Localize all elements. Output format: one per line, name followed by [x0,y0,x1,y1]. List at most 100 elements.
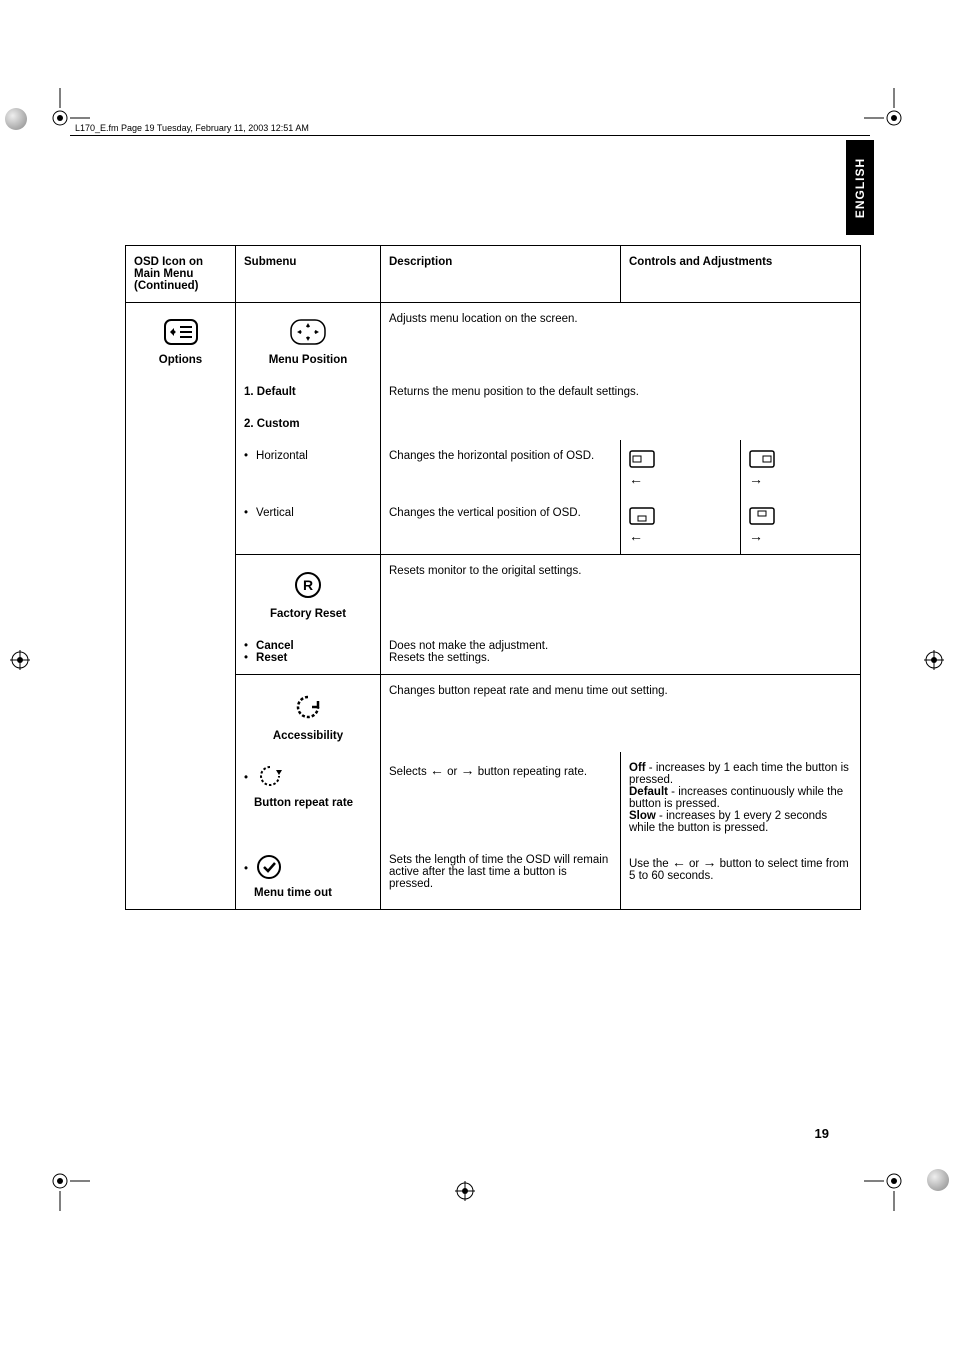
cell-menu-timeout-ctl: Use the ← or → button to select time fro… [621,844,861,910]
table-header-row: OSD Icon on Main Menu (Continued) Submen… [126,246,861,303]
cancel-desc: Does not make the adjustment. [389,640,852,652]
language-tab: ENGLISH [846,140,874,235]
cell-accessibility-sub: Accessibility [236,675,381,753]
menu-timeout-label: Menu time out [244,887,372,899]
row-menu-position: Options Menu Position Adjusts menu locat… [126,303,861,377]
menu-position-icon [244,319,372,348]
osd-horiz-left-icon [629,450,732,471]
osd-vert-bottom-icon [629,507,732,528]
cell-menu-position-sub: Menu Position [236,303,381,377]
cell-options-tail [126,844,236,910]
options-icon [134,319,227,348]
br-desc-mid: or [444,766,461,778]
br-desc-suffix: button repeating rate. [475,766,588,778]
cell-vertical-desc: Changes the vertical position of OSD. [381,497,621,555]
cell-menu-timeout-desc: Sets the length of time the OSD will rem… [381,844,621,910]
th-main: OSD Icon on Main Menu (Continued) [126,246,236,303]
header-underline [70,135,870,136]
row-vertical: •Vertical Changes the vertical position … [126,497,861,555]
row-factory-reset: R Factory Reset Resets monitor to the or… [126,555,861,631]
binder-hole-tl [5,108,27,130]
br-desc-prefix: Selects [389,766,430,778]
row-horizontal: •Horizontal Changes the horizontal posit… [126,440,861,497]
crop-mark-mr [914,640,954,680]
crop-mark-tl [30,88,90,148]
arrow-right-icon: → [749,528,852,544]
cell-factory-reset-desc: Resets monitor to the origital settings. [381,555,861,631]
row-cancel-reset: •Cancel •Reset Does not make the adjustm… [126,630,861,675]
reset-label: Reset [256,652,287,664]
row-custom: 2. Custom [126,408,861,440]
crop-mark-tr [864,88,924,148]
osd-horiz-right-icon [749,450,852,471]
cell-horiz-left: ← [621,440,741,497]
cell-horiz-right: → [741,440,861,497]
arrow-right-icon: → [461,762,475,778]
cell-options: Options [126,303,236,845]
cell-accessibility-desc: Changes button repeat rate and menu time… [381,675,861,753]
ctl-off-t: - increases by 1 each time the button is… [629,762,849,786]
cell-menu-position-desc: Adjusts menu location on the screen. [381,303,861,377]
ctl-slow-b: Slow [629,810,656,822]
reset-desc: Resets the settings. [389,652,852,664]
print-header: L170_E.fm Page 19 Tuesday, February 11, … [75,123,309,133]
cancel-label: Cancel [256,640,294,652]
arrow-left-icon: ← [672,854,686,870]
crop-mark-ml [0,640,40,680]
cell-vert-down: ← [621,497,741,555]
cell-custom-empty [381,408,861,440]
cell-vert-up: → [741,497,861,555]
accessibility-icon [244,691,372,724]
cell-cancel-reset-desc: Does not make the adjustment. Resets the… [381,630,861,675]
row-default: 1. Default Returns the menu position to … [126,376,861,408]
svg-text:R: R [303,577,313,593]
cell-default-label: 1. Default [236,376,381,408]
horizontal-label: Horizontal [256,450,308,462]
accessibility-label: Accessibility [244,730,372,742]
crop-mark-br [864,1151,924,1211]
menu-position-label: Menu Position [244,354,372,366]
row-button-repeat: • Button repeat rate Selects ← or → butt… [126,752,861,844]
content-area: OSD Icon on Main Menu (Continued) Submen… [125,245,860,910]
language-tab-label: ENGLISH [853,157,867,217]
arrow-left-icon: ← [430,762,444,778]
button-repeat-icon [256,762,284,793]
factory-reset-icon: R [244,571,372,602]
vertical-label: Vertical [256,507,294,519]
cell-cancel-reset-sub: •Cancel •Reset [236,630,381,675]
cell-horizontal-desc: Changes the horizontal position of OSD. [381,440,621,497]
options-label: Options [134,354,227,366]
arrow-left-icon: ← [629,471,732,487]
cell-button-repeat-desc: Selects ← or → button repeating rate. [381,752,621,844]
arrow-left-icon: ← [629,528,732,544]
button-repeat-label: Button repeat rate [244,797,372,809]
cell-default-desc: Returns the menu position to the default… [381,376,861,408]
cell-custom-label: 2. Custom [236,408,381,440]
mt-ctl-prefix: Use the [629,858,672,870]
arrow-right-icon: → [702,854,716,870]
menu-timeout-icon [256,854,282,883]
arrow-right-icon: → [749,471,852,487]
cell-vertical-sub: •Vertical [236,497,381,555]
row-menu-timeout: • Menu time out Sets the length of time … [126,844,861,910]
mt-ctl-mid: or [686,858,703,870]
osd-table: OSD Icon on Main Menu (Continued) Submen… [125,245,861,910]
ctl-def-b: Default [629,786,668,798]
crop-mark-bl [30,1151,90,1211]
ctl-slow-t: - increases by 1 every 2 seconds while t… [629,810,827,834]
cell-horizontal-sub: •Horizontal [236,440,381,497]
cell-button-repeat-ctl: Off - increases by 1 each time the butto… [621,752,861,844]
th-controls: Controls and Adjustments [621,246,861,303]
cell-factory-reset-sub: R Factory Reset [236,555,381,631]
binder-hole-br [927,1169,949,1191]
factory-reset-label: Factory Reset [244,608,372,620]
th-submenu: Submenu [236,246,381,303]
th-description: Description [381,246,621,303]
cell-button-repeat-sub: • Button repeat rate [236,752,381,844]
row-accessibility: Accessibility Changes button repeat rate… [126,675,861,753]
page-number: 19 [815,1126,829,1141]
crop-mark-mb [445,1171,485,1211]
ctl-off-b: Off [629,762,646,774]
osd-vert-top-icon [749,507,852,528]
cell-menu-timeout-sub: • Menu time out [236,844,381,910]
